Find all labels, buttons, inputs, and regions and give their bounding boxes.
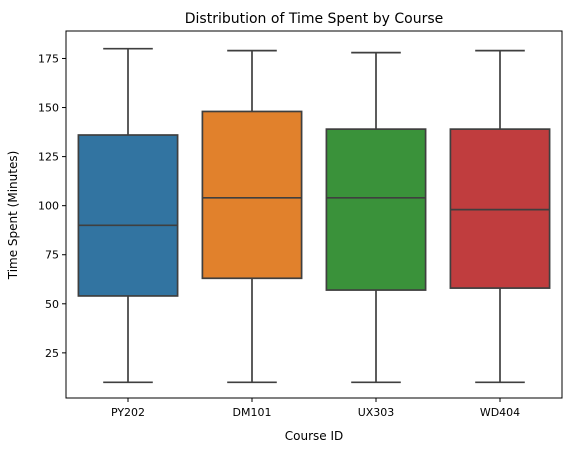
box-group-py202: [77, 47, 179, 384]
iqr-box-ux303: [325, 128, 427, 291]
boxes-layer: [77, 47, 551, 384]
plot-frame: [65, 30, 563, 399]
y-tick-label-25: 25: [45, 347, 59, 360]
x-tick-label-ux303: UX303: [358, 406, 395, 419]
y-tick-label-175: 175: [38, 52, 59, 65]
y-tick-label-75: 75: [45, 249, 59, 262]
y-axis-label: Time Spent (Minutes): [6, 151, 20, 281]
box-group-ux303: [325, 51, 427, 384]
x-axis-label: Course ID: [285, 429, 344, 443]
iqr-box-py202: [77, 134, 179, 297]
x-tick-label-dm101: DM101: [233, 406, 272, 419]
x-tick-label-py202: PY202: [111, 406, 145, 419]
box-group-dm101: [201, 49, 303, 384]
y-tick-label-150: 150: [38, 102, 59, 115]
x-tick-label-wd404: WD404: [480, 406, 520, 419]
chart-title: Distribution of Time Spent by Course: [185, 11, 443, 27]
iqr-box-wd404: [449, 128, 551, 289]
iqr-box-dm101: [201, 110, 303, 280]
y-tick-label-50: 50: [45, 298, 59, 311]
y-tick-label-100: 100: [38, 200, 59, 213]
box-group-wd404: [449, 49, 551, 384]
axes-layer: 25 50 75 100 125 150 175 PY202 DM101 UX303 WD404: [38, 30, 563, 419]
y-tick-label-125: 125: [38, 151, 59, 164]
